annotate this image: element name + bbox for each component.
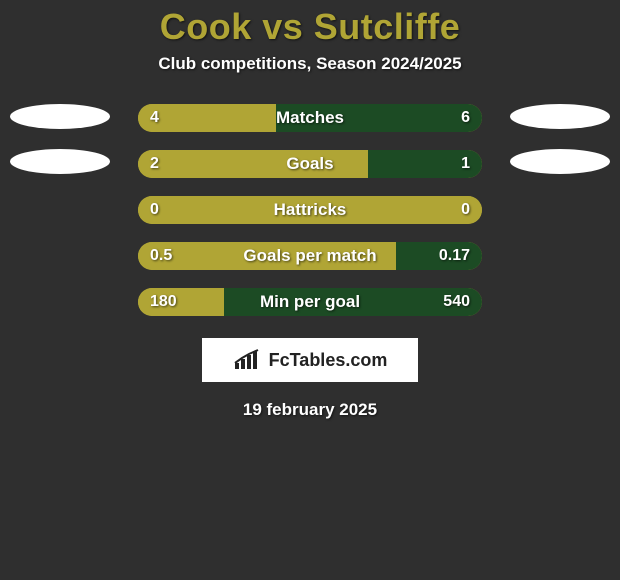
player-right-column (500, 104, 620, 174)
stat-row: 21Goals (138, 150, 482, 178)
player-left-avatar-2 (10, 149, 110, 174)
comparison-infographic: Cook vs Sutcliffe Club competitions, Sea… (0, 0, 620, 580)
stat-row: 46Matches (138, 104, 482, 132)
stat-bars: 46Matches 21Goals 00Hattricks 0.50.17Goals … (138, 104, 482, 316)
stat-label: Min per goal (138, 288, 482, 316)
stat-row: 0.50.17Goals per match (138, 242, 482, 270)
stats-arena: 46Matches 21Goals 00Hattricks 0.50.17Goals … (0, 104, 620, 316)
player-right-avatar-1 (510, 104, 610, 129)
page-subtitle: Club competitions, Season 2024/2025 (0, 54, 620, 74)
player-left-column (0, 104, 120, 174)
stat-label: Matches (138, 104, 482, 132)
player-left-avatar-1 (10, 104, 110, 129)
stat-row: 180540Min per goal (138, 288, 482, 316)
page-title: Cook vs Sutcliffe (0, 0, 620, 48)
branding-text: FcTables.com (269, 350, 388, 371)
footer-date: 19 february 2025 (0, 400, 620, 420)
player-right-avatar-2 (510, 149, 610, 174)
stat-label: Goals per match (138, 242, 482, 270)
branding-badge: FcTables.com (202, 338, 418, 382)
stat-label: Goals (138, 150, 482, 178)
branding-chart-icon (233, 349, 263, 371)
stat-row: 00Hattricks (138, 196, 482, 224)
stat-label: Hattricks (138, 196, 482, 224)
